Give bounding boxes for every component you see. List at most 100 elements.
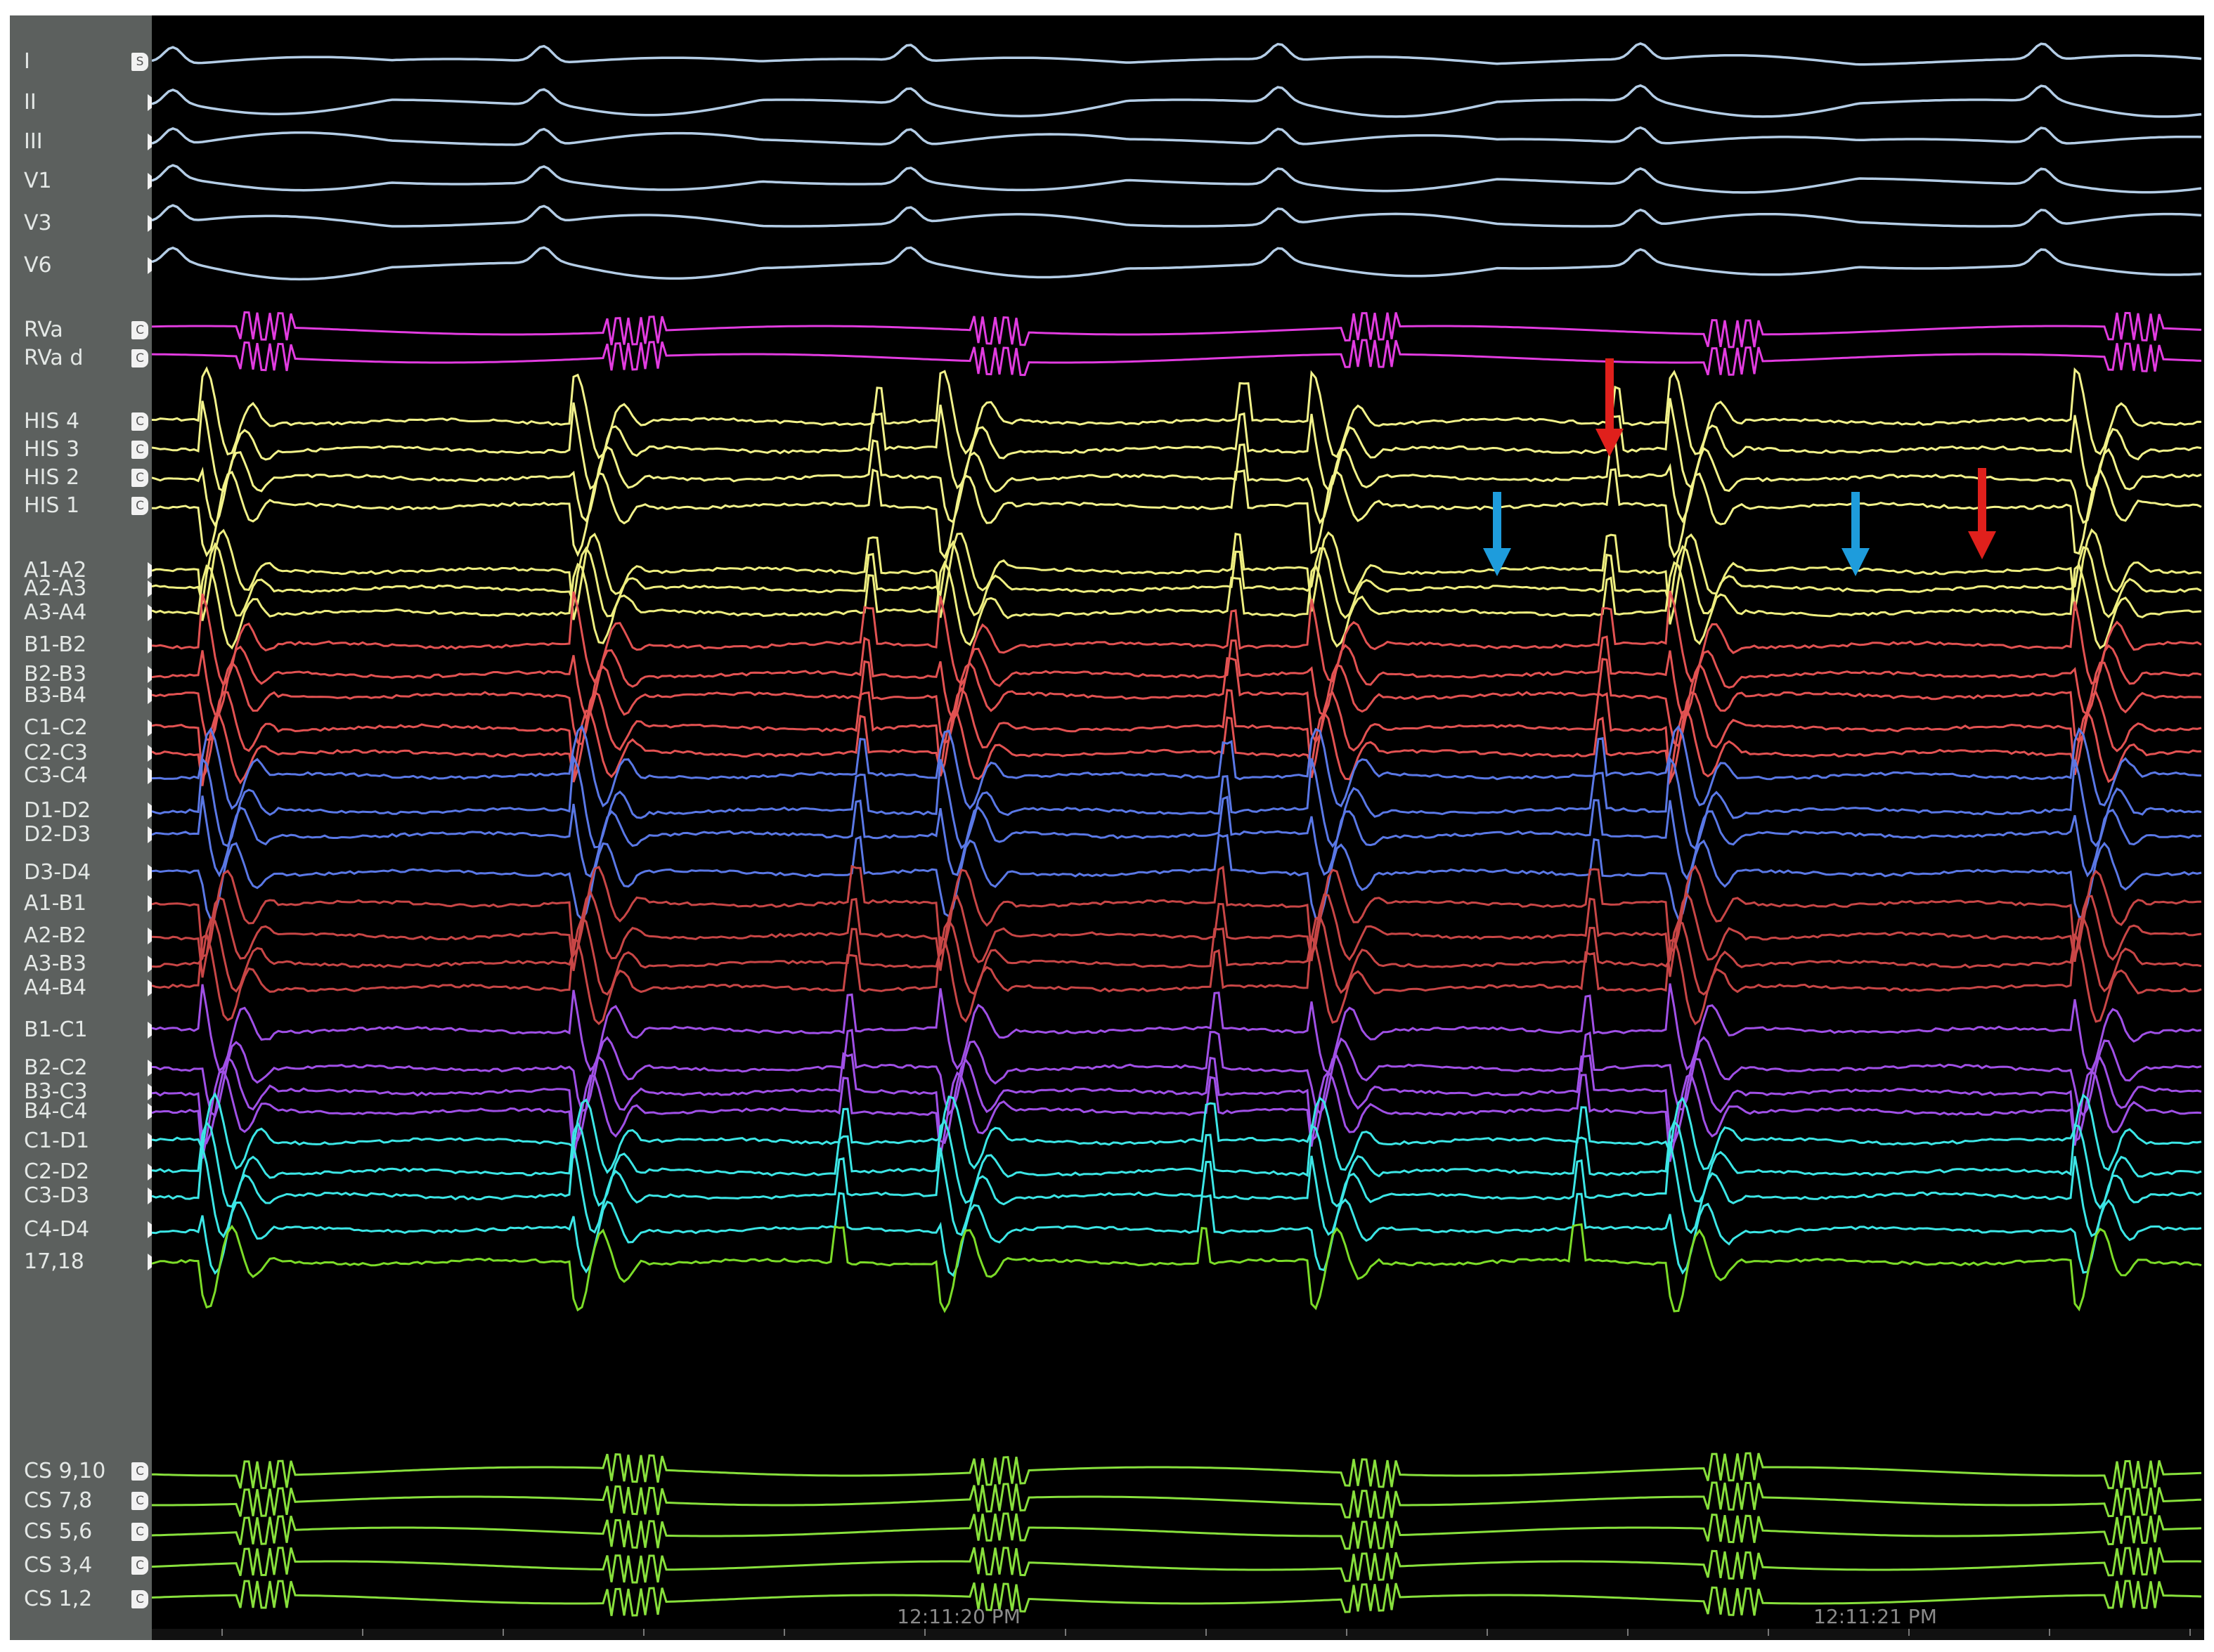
red-arrow-2-icon: [1968, 468, 1996, 559]
trace-a3-a4: [152, 560, 2202, 650]
trace-v6: [152, 246, 2202, 281]
trace-cs-5-6: [152, 1512, 2202, 1550]
channel-label-c3-c4: C3-C4: [24, 763, 88, 788]
trace-a1-b1: [152, 864, 2202, 958]
channel-label-c2-d2: C2-D2: [24, 1159, 90, 1184]
channel-toggle-i[interactable]: S: [131, 53, 148, 71]
channel-label-b2-b3: B2-B3: [24, 662, 87, 687]
trace-c1-c2: [152, 687, 2202, 786]
trace-a2-a3: [152, 540, 2202, 620]
channel-label-c1-c2: C1-C2: [24, 715, 88, 740]
channel-label-cs-7-8: CS 7,8: [24, 1488, 93, 1513]
channel-toggle-his-2[interactable]: C: [131, 469, 148, 487]
channel-label-sidebar: I S II III V1 V3 V6 RVa C RVa d C HIS 4 C HIS 3 C HIS 2…: [10, 15, 159, 1640]
channel-toggle-rva-d[interactable]: C: [131, 349, 148, 368]
channel-label-d2-d3: D2-D3: [24, 822, 91, 847]
channel-label-a2-b2: A2-B2: [24, 923, 87, 948]
trace-his-2: [152, 439, 2202, 528]
channel-label-c3-d3: C3-D3: [24, 1183, 90, 1208]
trace-c4-d4: [152, 1192, 2202, 1277]
channel-label-a3-a4: A3-A4: [24, 600, 87, 625]
channel-label-v3: V3: [24, 211, 52, 235]
trace-his-4: [152, 366, 2202, 460]
channel-toggle-his-4[interactable]: C: [131, 412, 148, 431]
trace-c1-d1: [152, 1091, 2202, 1174]
trace-a1-a2: [152, 528, 2202, 625]
trace-b3-c3: [152, 1052, 2202, 1145]
channel-label-his-2: HIS 2: [24, 465, 80, 490]
channel-label-c4-d4: C4-D4: [24, 1217, 90, 1242]
trace-b1-b2: [152, 590, 2202, 688]
channel-label-his-1: HIS 1: [24, 493, 80, 518]
channel-toggle-cs-7-8[interactable]: C: [131, 1492, 148, 1510]
signal-traces: [152, 42, 2202, 1617]
trace-a3-b3: [152, 915, 2202, 996]
channel-toggle-cs-9-10[interactable]: C: [131, 1462, 148, 1481]
channel-label-b1-b2: B1-B2: [24, 632, 87, 657]
trace-his-3: [152, 398, 2202, 493]
channel-toggle-his-1[interactable]: C: [131, 497, 148, 515]
trace-c3-d3: [152, 1141, 2202, 1239]
trace-rva-d: [152, 339, 2202, 377]
channel-label-i: I: [24, 49, 30, 74]
trace-c3-c4: [152, 724, 2202, 810]
channel-toggle-cs-1-2[interactable]: C: [131, 1590, 148, 1608]
channel-toggle-cs-5-6[interactable]: C: [131, 1523, 148, 1541]
blue-arrow-2-icon: [1841, 492, 1870, 576]
channel-label-b1-c1: B1-C1: [24, 1017, 88, 1042]
trace-v1: [152, 164, 2202, 194]
channel-label-b4-c4: B4-C4: [24, 1099, 88, 1124]
channel-label-a2-a3: A2-A3: [24, 576, 87, 601]
time-axis-ticks: [221, 1629, 2191, 1636]
channel-label-c1-d1: C1-D1: [24, 1129, 90, 1153]
channel-label-a1-b1: A1-B1: [24, 891, 87, 916]
channel-label-ii: II: [24, 90, 37, 115]
trace-ii: [152, 84, 2202, 118]
trace-d2-d3: [152, 795, 2202, 880]
trace-b4-c4: [152, 1069, 2202, 1162]
channel-label-v1: V1: [24, 169, 52, 193]
trace-a2-b2: [152, 890, 2202, 978]
trace-c2-d2: [152, 1119, 2202, 1210]
channel-label-cs-5-6: CS 5,6: [24, 1519, 93, 1544]
channel-label-cs-9-10: CS 9,10: [24, 1459, 106, 1483]
trace-17-18: [152, 1223, 2202, 1313]
channel-label-iii: III: [24, 129, 43, 154]
timestamp-2: 12:11:21 PM: [1813, 1605, 1937, 1628]
signal-plot-area[interactable]: 12:11:20 PM 12:11:21 PM: [152, 15, 2204, 1640]
channel-toggle-rva[interactable]: C: [131, 321, 148, 339]
trace-rva: [152, 311, 2202, 349]
channel-label-a1-a2: A1-A2: [24, 558, 87, 583]
channel-label-c2-c3: C2-C3: [24, 741, 88, 765]
channel-label-b2-c2: B2-C2: [24, 1055, 88, 1080]
channel-label-a4-b4: A4-B4: [24, 975, 87, 1000]
trace-d1-d2: [152, 753, 2202, 851]
channel-label-his-4: HIS 4: [24, 409, 80, 434]
trace-b2-b3: [152, 635, 2202, 723]
channel-label-d3-d4: D3-D4: [24, 860, 91, 885]
channel-label-his-3: HIS 3: [24, 437, 80, 462]
channel-label-a3-b3: A3-B3: [24, 951, 87, 976]
trace-b3-b4: [152, 657, 2202, 748]
channel-toggle-his-3[interactable]: C: [131, 441, 148, 459]
channel-label-rva: RVa: [24, 318, 63, 342]
trace-iii: [152, 126, 2202, 146]
timestamp-1: 12:11:20 PM: [897, 1605, 1021, 1628]
channel-label-rva-d: RVa d: [24, 346, 84, 370]
trace-v3: [152, 204, 2202, 228]
trace-d3-d4: [152, 833, 2202, 922]
trace-c2-c3: [152, 708, 2202, 786]
trace-a4-b4: [152, 933, 2202, 1026]
channel-label-cs-3-4: CS 3,4: [24, 1553, 93, 1578]
trace-cs-1-2: [152, 1580, 2202, 1617]
trace-cs-7-8: [152, 1481, 2202, 1519]
trace-cs-9-10: [152, 1452, 2202, 1490]
channel-label-b3-c3: B3-C3: [24, 1079, 88, 1104]
channel-toggle-cs-3-4[interactable]: C: [131, 1556, 148, 1575]
trace-i: [152, 42, 2202, 66]
trace-b2-c2: [152, 1029, 2202, 1118]
time-axis-strip: [152, 1629, 2204, 1640]
red-arrow-1-icon: [1595, 358, 1624, 457]
blue-arrow-1-icon: [1483, 492, 1511, 576]
